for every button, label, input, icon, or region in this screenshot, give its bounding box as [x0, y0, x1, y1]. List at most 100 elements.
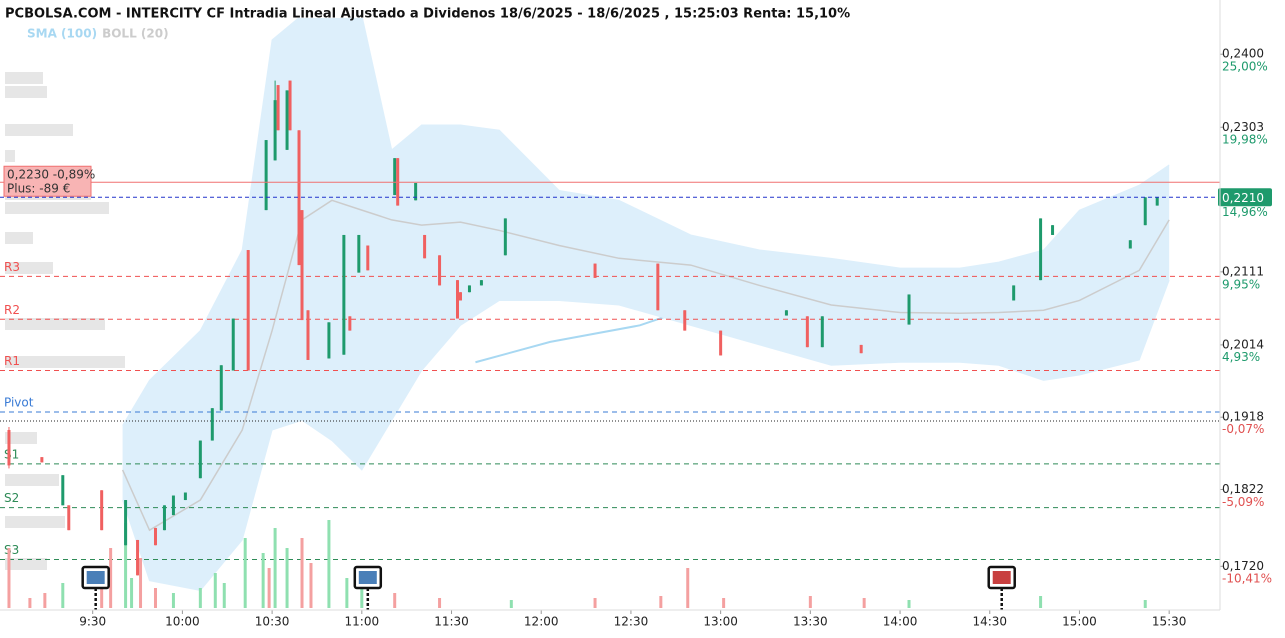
volume-bar — [360, 583, 364, 608]
candle-body — [7, 430, 11, 466]
y-tick-label: 0,2111 — [1222, 264, 1264, 278]
candle-body — [348, 316, 352, 331]
indicator-line — [121, 199, 1170, 532]
candle-body — [458, 292, 462, 301]
candle-body — [1039, 218, 1043, 281]
x-tick-label: 13:00 — [703, 615, 738, 629]
candle-body — [162, 505, 166, 531]
y-tick-label: 0,1720 — [1222, 559, 1264, 573]
volume-bar — [345, 578, 349, 608]
candle-body — [153, 527, 157, 546]
last-price-label: 0,2210 — [1222, 191, 1264, 205]
event-icon-inner — [86, 571, 105, 584]
candle-body — [479, 280, 483, 286]
volume-bar — [393, 593, 397, 608]
pivot-label: R2 — [4, 303, 20, 317]
candle-body — [285, 90, 289, 150]
candle-body — [288, 80, 292, 131]
volume-bar — [285, 548, 289, 608]
candle-body — [784, 310, 788, 316]
candle-body — [276, 85, 280, 131]
candle-body — [297, 130, 301, 266]
last-price-box — [1218, 188, 1272, 207]
event-icon-inner — [358, 571, 377, 584]
volume-bar — [130, 578, 134, 608]
volume-bar — [327, 520, 331, 608]
pivot-label: S2 — [4, 491, 19, 505]
volume-bar — [213, 573, 217, 608]
x-tick-label: 9:30 — [79, 615, 106, 629]
candle-body — [306, 310, 310, 360]
event-icon-inner — [992, 571, 1011, 584]
candle-body — [683, 310, 687, 331]
volume-bar — [593, 598, 597, 608]
volume-bar — [722, 598, 726, 608]
candle-body — [456, 280, 459, 319]
candle-body — [100, 490, 104, 531]
y-tick-label: 0,1918 — [1222, 410, 1264, 424]
volume-bar — [808, 596, 812, 608]
volume-bar — [43, 593, 47, 608]
candle-body — [210, 408, 214, 441]
volume-bar — [109, 548, 113, 608]
candle-body — [61, 475, 65, 506]
volume-profile — [5, 72, 125, 570]
candle-body — [423, 234, 427, 259]
volume-bar — [198, 588, 202, 608]
volume-bar — [686, 568, 690, 608]
position-label: 0,2230 -0,89% — [7, 168, 95, 182]
candle-body — [40, 457, 44, 463]
position-note: Plus: -89 € — [7, 182, 70, 196]
volume-bar — [438, 598, 442, 608]
candle-body — [1012, 285, 1016, 301]
legend-entry: BOLL (20) — [102, 27, 169, 41]
y2-tick-label: 4,93% — [1222, 350, 1260, 364]
candle-body — [820, 316, 824, 348]
candle-body — [264, 140, 268, 211]
candle-body — [124, 500, 128, 546]
y-tick-label: 0,2400 — [1222, 47, 1264, 61]
candle-body — [219, 365, 223, 411]
x-tick-label: 11:30 — [434, 615, 469, 629]
candle-body — [414, 183, 418, 201]
y2-tick-label: 9,95% — [1222, 277, 1260, 291]
candle-body — [467, 285, 471, 293]
volume-bar — [1143, 600, 1147, 608]
y-tick-label: 0,2014 — [1222, 337, 1264, 351]
candle-body — [907, 294, 911, 325]
candle-body — [327, 322, 331, 359]
y2-tick-label: -10,41% — [1222, 572, 1272, 586]
y-tick-label: 0,1822 — [1222, 482, 1264, 496]
volume-bar — [509, 600, 513, 608]
candle-body — [1128, 240, 1132, 249]
candle-body — [342, 234, 346, 355]
x-tick-label: 11:00 — [345, 615, 380, 629]
bollinger-upper — [122, 18, 1170, 426]
volume-bar — [139, 558, 143, 608]
volume-bar — [1039, 596, 1043, 608]
volume-bar — [907, 600, 911, 608]
candle-body — [719, 330, 723, 356]
x-tick-label: 12:30 — [614, 615, 649, 629]
x-tick-label: 12:00 — [524, 615, 559, 629]
x-tick-label: 15:00 — [1062, 615, 1097, 629]
candle-body — [503, 218, 507, 256]
candle-body — [1143, 197, 1147, 226]
chart-title: PCBOLSA.COM - INTERCITY CF Intradia Line… — [5, 7, 850, 22]
volume-bar — [261, 553, 265, 608]
volume-bar — [28, 598, 32, 608]
candle-body — [357, 234, 361, 273]
candle-body — [366, 245, 370, 271]
candle-body — [805, 316, 809, 348]
candle-body — [393, 158, 397, 196]
candle-body — [1051, 225, 1055, 235]
volume-bar — [243, 538, 247, 608]
candle-body — [273, 100, 277, 161]
x-tick-label: 10:00 — [165, 615, 200, 629]
volume-bar — [61, 583, 65, 608]
volume-bar — [862, 598, 866, 608]
volume-bar — [267, 568, 271, 608]
x-tick-label: 14:30 — [972, 615, 1007, 629]
pivot-label: R3 — [4, 260, 20, 274]
pivot-label: Pivot — [4, 395, 34, 409]
